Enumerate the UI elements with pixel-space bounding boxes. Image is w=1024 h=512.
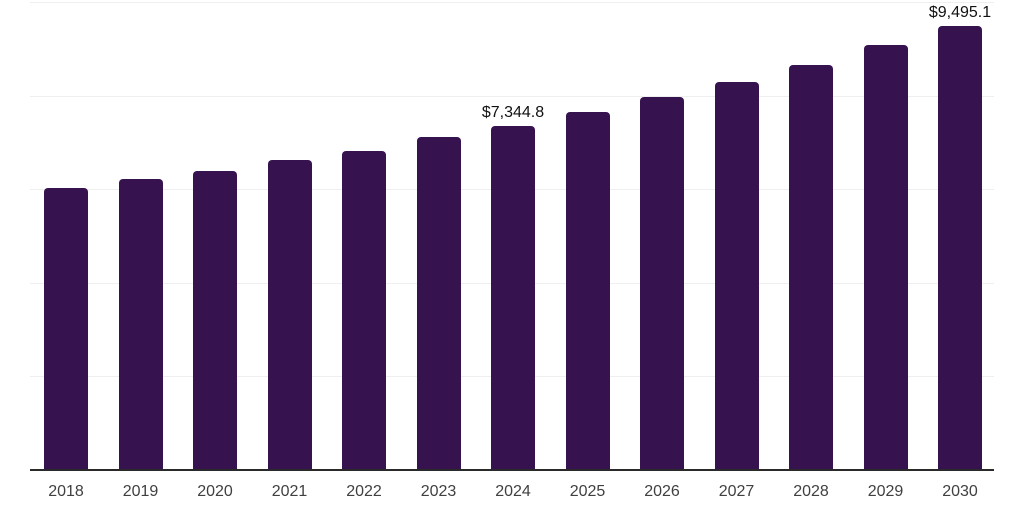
x-tick-label-2018: 2018 <box>48 483 84 500</box>
x-tick-label-2024: 2024 <box>495 483 531 500</box>
x-tick-label-2025: 2025 <box>569 483 606 500</box>
x-axis-line <box>30 469 994 471</box>
data-label-2030: $9,495.1 <box>928 3 992 21</box>
x-tick-label-2027: 2027 <box>718 483 755 500</box>
x-tick-label-2029: 2029 <box>867 483 904 500</box>
x-tick-label-2020: 2020 <box>197 483 233 500</box>
bar-2030[interactable] <box>938 25 982 470</box>
bar-2018[interactable] <box>44 188 88 470</box>
x-tick-label-2026: 2026 <box>644 483 680 500</box>
bar-2027[interactable] <box>714 81 759 470</box>
x-tick-label-2028: 2028 <box>793 483 829 500</box>
x-tick-label-2023: 2023 <box>420 483 457 500</box>
bar-2028[interactable] <box>789 65 833 470</box>
gridline <box>30 2 994 3</box>
bar-2029[interactable] <box>863 45 908 470</box>
bar-2020[interactable] <box>193 170 237 470</box>
x-tick-label-2019: 2019 <box>122 483 159 500</box>
bar-2025[interactable] <box>565 112 610 470</box>
bar-2026[interactable] <box>640 97 684 470</box>
data-label-2024: $7,344.8 <box>481 104 545 122</box>
gridline <box>30 95 994 97</box>
x-tick-label-2021: 2021 <box>271 483 308 500</box>
bar-2019[interactable] <box>118 179 163 470</box>
bar-2024[interactable] <box>491 126 535 470</box>
bar-2021[interactable] <box>267 160 312 470</box>
x-tick-label-2022: 2022 <box>346 483 382 500</box>
bar-2022[interactable] <box>342 150 386 470</box>
bar-2023[interactable] <box>416 137 461 470</box>
x-tick-label-2030: 2030 <box>942 483 978 500</box>
